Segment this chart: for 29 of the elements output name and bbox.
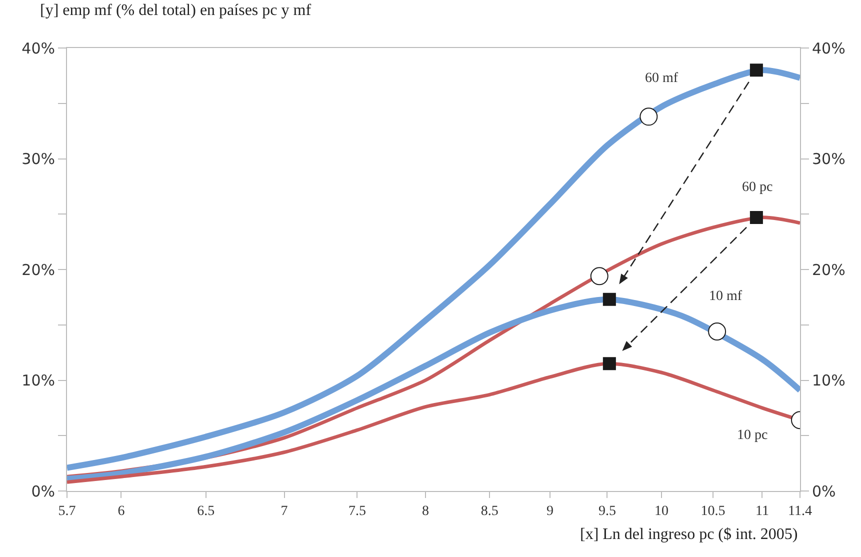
x-tick-label: 6.5: [197, 504, 215, 519]
y2-tick-label: 10%: [812, 372, 846, 390]
y-tick-label: 30%: [22, 150, 55, 168]
x-tick-label: 7: [280, 504, 288, 519]
x-tick-label: 6: [118, 504, 125, 519]
y-axis-title: [y] emp mf (% del total) en países pc y mf: [40, 2, 312, 19]
y2-tick-label: 30%: [812, 150, 846, 168]
series-label: 10 mf: [709, 289, 742, 304]
x-tick-label: 11: [755, 504, 769, 519]
series-label: 60 pc: [742, 180, 773, 195]
x-tick-label: 5.7: [58, 504, 76, 519]
y2-tick-label: 20%: [812, 260, 846, 279]
y2-tick-label: 40%: [812, 39, 846, 58]
x-tick-label: 10: [654, 504, 668, 519]
x-tick-label: 7.5: [348, 504, 366, 519]
y-tick-label: 40%: [22, 39, 55, 58]
x-axis-title: [x] Ln del ingreso pc ($ int. 2005): [580, 526, 798, 543]
y-tick-label: 20%: [22, 260, 55, 279]
x-tick-label: 9: [546, 504, 554, 519]
y-tick-label: 0%: [31, 482, 55, 500]
x-tick-label: 8: [422, 504, 429, 519]
y2-tick-label: 0%: [812, 482, 836, 500]
x-tick-label: 10.5: [700, 504, 726, 519]
x-tick-label: 11.4: [788, 504, 812, 519]
x-tick-label: 9.5: [598, 504, 616, 519]
y-tick-label: 10%: [22, 372, 55, 390]
series-label: 10 pc: [737, 428, 768, 443]
x-tick-label: 8.5: [480, 504, 498, 519]
series-label: 60 mf: [645, 71, 678, 86]
